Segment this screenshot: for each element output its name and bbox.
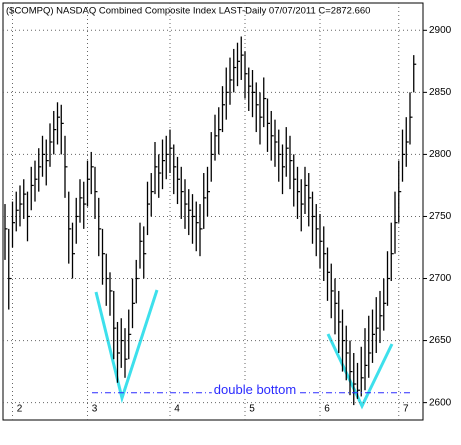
y-tick-label: 2900	[429, 25, 452, 36]
chart-title: ($COMPQ) NASDAQ Combined Composite Index…	[6, 6, 370, 17]
y-tick-label: 2700	[429, 273, 452, 284]
v-highlight	[94, 289, 159, 404]
x-tick-label: 3	[92, 404, 98, 415]
y-tick-label: 2800	[429, 149, 452, 160]
annotation-bg	[211, 382, 299, 398]
y-tick-label: 2600	[429, 397, 452, 408]
y-tick-label: 2850	[429, 87, 452, 98]
y-tick-label: 2650	[429, 335, 452, 346]
annotation: double bottom	[214, 382, 296, 397]
x-tick-label: 7	[403, 404, 409, 415]
x-tick-label: 5	[249, 404, 255, 415]
y-tick-label: 2750	[429, 211, 452, 222]
x-tick-label: 4	[174, 404, 180, 415]
x-tick-label: 2	[17, 404, 23, 415]
v-highlight	[326, 333, 394, 410]
plot-frame	[2, 2, 424, 421]
x-tick-label: 6	[324, 404, 330, 415]
